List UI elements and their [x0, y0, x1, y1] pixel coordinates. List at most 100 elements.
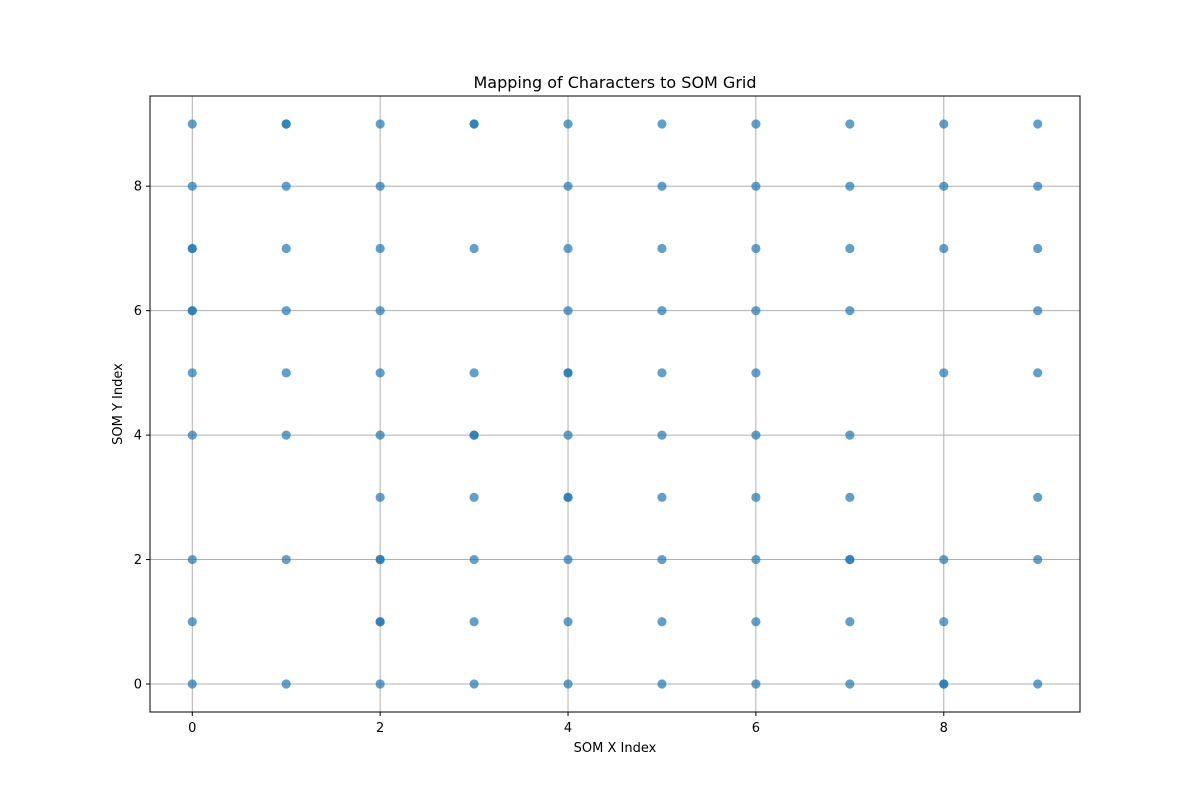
data-point — [281, 119, 291, 129]
data-point — [939, 554, 949, 565]
data-point — [657, 430, 667, 440]
data-point — [469, 617, 479, 627]
data-point — [563, 243, 573, 254]
data-point — [281, 368, 291, 378]
data-point — [469, 554, 479, 565]
data-point — [563, 679, 573, 689]
data-point — [281, 243, 291, 254]
data-point — [939, 368, 949, 378]
data-point — [1033, 243, 1043, 254]
data-point — [469, 430, 479, 440]
data-point — [375, 306, 385, 316]
data-point — [1033, 181, 1043, 191]
data-point — [939, 181, 949, 191]
data-point — [469, 119, 479, 129]
data-point — [1033, 679, 1043, 689]
data-point — [751, 306, 761, 316]
x-tick-label: 8 — [940, 721, 948, 736]
data-point — [375, 492, 385, 502]
y-tick-label: 6 — [134, 304, 142, 319]
chart-title: Mapping of Characters to SOM Grid — [473, 73, 756, 92]
data-point — [751, 243, 761, 254]
data-point — [281, 306, 291, 316]
data-point — [751, 679, 761, 689]
data-point — [187, 306, 197, 316]
data-point — [375, 679, 385, 689]
y-tick-label: 4 — [134, 429, 142, 444]
data-point — [939, 617, 949, 627]
data-point — [375, 430, 385, 440]
x-axis-label: SOM X Index — [574, 741, 657, 756]
data-point — [375, 554, 385, 565]
data-point — [281, 554, 291, 565]
data-point — [845, 306, 855, 316]
data-point — [657, 679, 667, 689]
data-point — [375, 181, 385, 191]
x-tick-label: 0 — [188, 721, 196, 736]
data-point — [281, 679, 291, 689]
data-point — [187, 181, 197, 191]
data-point — [657, 554, 667, 565]
data-point — [751, 492, 761, 502]
data-point — [657, 181, 667, 191]
x-tick-label: 4 — [564, 721, 572, 736]
data-point — [187, 554, 197, 565]
data-points — [187, 119, 1043, 689]
data-point — [845, 617, 855, 627]
data-point — [939, 119, 949, 129]
data-point — [469, 679, 479, 689]
x-axis-ticks: 0 2 4 6 8 — [188, 712, 948, 736]
x-tick-label: 6 — [752, 721, 760, 736]
data-point — [845, 243, 855, 254]
data-point — [845, 181, 855, 191]
data-point — [1033, 492, 1043, 502]
data-point — [187, 430, 197, 440]
data-point — [1033, 306, 1043, 316]
data-point — [469, 368, 479, 378]
data-point — [187, 243, 197, 254]
data-point — [187, 617, 197, 627]
data-point — [845, 119, 855, 129]
data-point — [939, 243, 949, 254]
data-point — [751, 430, 761, 440]
data-point — [751, 368, 761, 378]
data-point — [751, 554, 761, 565]
data-point — [751, 119, 761, 129]
data-point — [657, 119, 667, 129]
data-point — [1033, 554, 1043, 565]
data-point — [375, 617, 385, 627]
data-point — [469, 492, 479, 502]
data-point — [187, 679, 197, 689]
data-point — [563, 368, 573, 378]
data-point — [375, 119, 385, 129]
data-point — [563, 119, 573, 129]
data-point — [751, 181, 761, 191]
data-point — [187, 368, 197, 378]
data-point — [187, 119, 197, 129]
data-point — [375, 243, 385, 254]
data-point — [751, 617, 761, 627]
data-point — [845, 430, 855, 440]
data-point — [657, 306, 667, 316]
data-point — [375, 368, 385, 378]
data-point — [845, 554, 855, 565]
data-point — [939, 679, 949, 689]
data-point — [657, 617, 667, 627]
x-tick-label: 2 — [376, 721, 384, 736]
data-point — [563, 181, 573, 191]
data-point — [563, 554, 573, 565]
y-tick-label: 8 — [134, 180, 142, 195]
y-tick-label: 2 — [134, 553, 142, 568]
y-axis-ticks: 0 2 4 6 8 — [134, 180, 150, 693]
plot-area-frame — [149, 95, 1081, 713]
data-point — [281, 181, 291, 191]
data-point — [1033, 119, 1043, 129]
data-point — [1033, 368, 1043, 378]
data-point — [563, 617, 573, 627]
data-point — [469, 243, 479, 254]
data-point — [563, 306, 573, 316]
data-point — [845, 679, 855, 689]
data-point — [845, 492, 855, 502]
